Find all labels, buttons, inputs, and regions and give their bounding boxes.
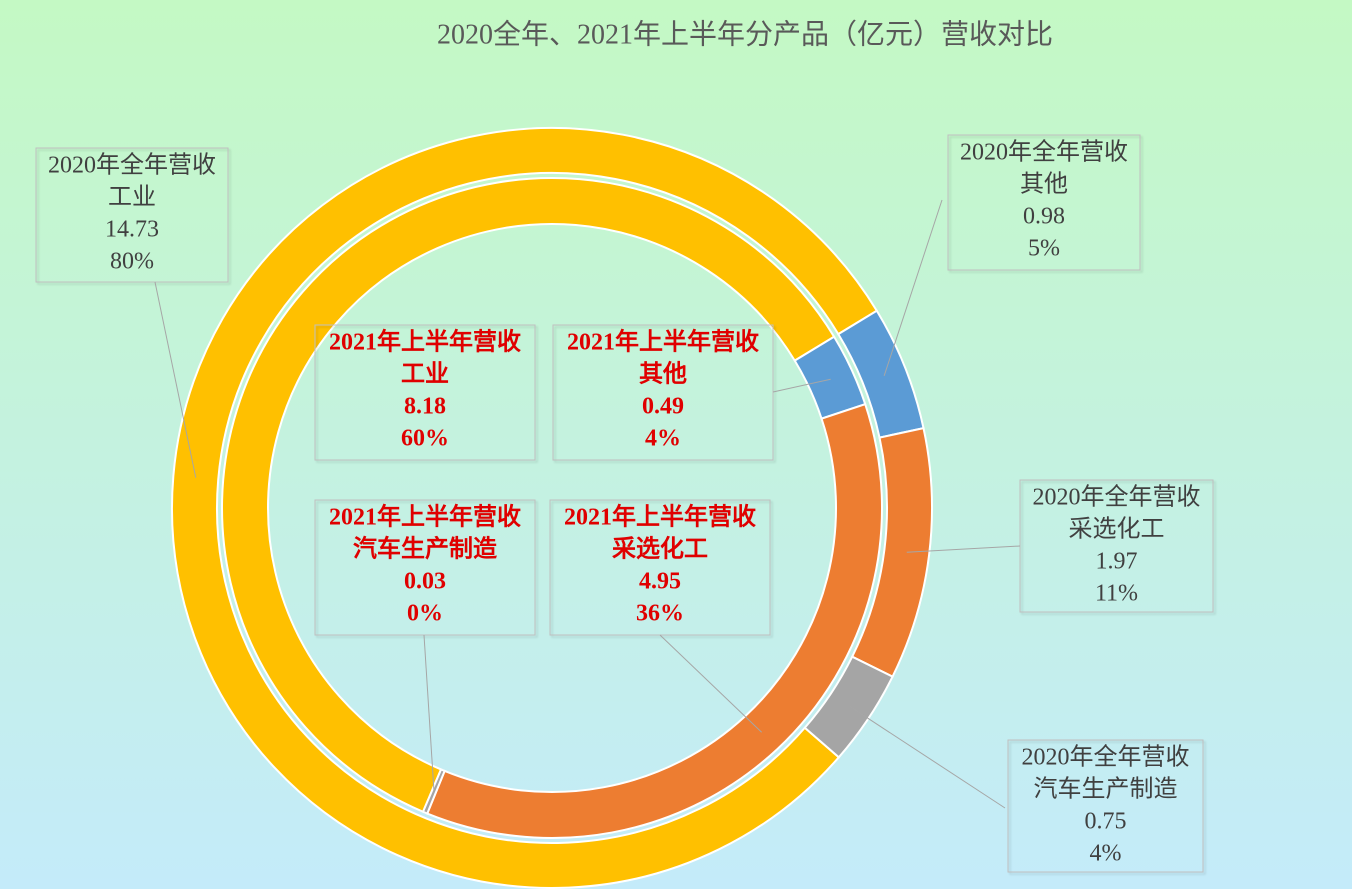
leader-line	[883, 199, 943, 376]
label-box	[552, 324, 774, 461]
doughnut-slice	[803, 655, 894, 759]
label-series: 2020年全年营收	[48, 152, 216, 179]
leader-line	[423, 634, 435, 792]
label-box	[314, 324, 536, 461]
label-percent: 4%	[1090, 841, 1122, 867]
label-series: 2021年上半年营收	[329, 503, 521, 531]
leader-line	[659, 634, 762, 733]
leader-line	[772, 378, 831, 393]
label-box	[314, 499, 536, 636]
label-percent: 80%	[110, 249, 154, 275]
chart-title: 2020全年、2021年上半年分产品（亿元）营收对比	[437, 18, 1053, 50]
label-value: 0.98	[1023, 204, 1065, 230]
leader-line	[849, 705, 1006, 809]
label-series: 2021年上半年营收	[564, 503, 756, 531]
label-box	[1007, 739, 1204, 873]
label-category: 采选化工	[612, 535, 708, 563]
label-series: 2020年全年营收	[960, 139, 1128, 166]
label-percent: 11%	[1095, 581, 1138, 607]
doughnut-slice	[171, 127, 879, 889]
label-category: 工业	[401, 361, 449, 388]
label-category: 汽车生产制造	[353, 535, 497, 563]
label-value: 0.75	[1085, 809, 1127, 835]
leader-line	[906, 545, 1021, 553]
doughnut-slice	[221, 177, 836, 814]
label-value: 0.49	[642, 394, 684, 420]
label-category: 工业	[108, 184, 156, 211]
label-category: 其他	[1020, 171, 1068, 198]
label-percent: 5%	[1028, 236, 1060, 262]
label-category: 汽车生产制造	[1034, 776, 1178, 803]
label-series: 2021年上半年营收	[329, 328, 521, 356]
label-series: 2021年上半年营收	[567, 328, 759, 356]
leader-line	[154, 281, 197, 478]
label-value: 8.18	[404, 394, 446, 420]
label-value: 0.03	[404, 569, 446, 595]
label-percent: 36%	[636, 601, 684, 627]
label-percent: 60%	[401, 426, 449, 452]
label-category: 采选化工	[1069, 516, 1165, 543]
label-box	[35, 147, 229, 283]
label-series: 2020年全年营收	[1033, 484, 1201, 511]
label-series: 2020年全年营收	[1022, 744, 1190, 771]
label-box	[947, 134, 1141, 271]
doughnut-slice	[421, 768, 446, 815]
label-percent: 4%	[645, 426, 681, 452]
label-percent: 0%	[407, 601, 443, 627]
label-value: 4.95	[639, 569, 681, 595]
label-value: 14.73	[105, 217, 159, 243]
label-value: 1.97	[1096, 549, 1138, 575]
label-category: 其他	[639, 361, 687, 388]
